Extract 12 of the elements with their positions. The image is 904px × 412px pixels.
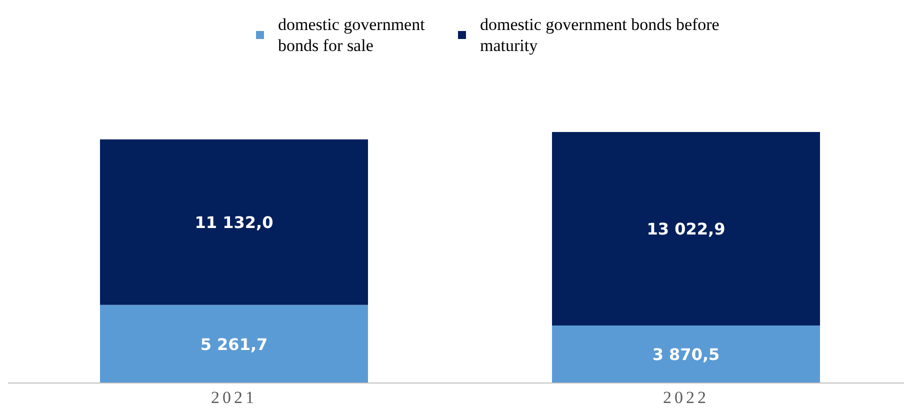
bar [100,304,368,383]
bar [100,139,368,305]
legend-label: domestic government bonds before maturity [480,14,720,56]
data-label: 5 261,7 [200,334,268,354]
x-tick-label: 2021 [211,388,257,408]
legend-label: domestic government bonds for sale [278,14,426,56]
bar [552,132,820,326]
data-label: 11 132,0 [194,213,274,232]
bar [552,325,820,383]
data-label: 3 870,5 [652,345,720,364]
data-label: 13 022,9 [646,220,726,239]
x-tick-label: 2022 [663,388,709,408]
